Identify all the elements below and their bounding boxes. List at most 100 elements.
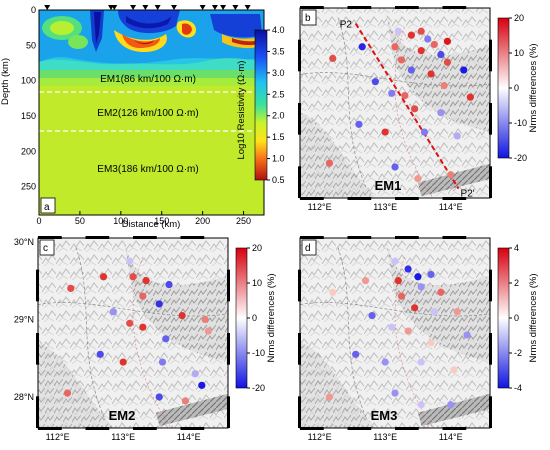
x-tick-label: 113°E (111, 432, 135, 442)
shaded-belt (417, 393, 490, 427)
frame-scale-bar (347, 427, 372, 430)
panel-letter: c (43, 243, 48, 254)
nrms-colorbar (497, 17, 510, 159)
frame-scale-bar (85, 236, 110, 239)
station-point (437, 50, 445, 59)
station-point (430, 40, 438, 49)
boundary-line (75, 247, 105, 419)
station-marker (220, 5, 227, 10)
station-point (165, 280, 173, 289)
colorbar-tick-label: 4 (514, 243, 519, 253)
station-marker (211, 5, 218, 10)
frame-scale-bar (298, 103, 301, 135)
panel-letter: d (305, 243, 311, 254)
boundary-line (337, 247, 367, 419)
frame-scale-bar (489, 269, 492, 302)
station-point (443, 37, 452, 45)
station-marker (171, 5, 177, 10)
frame-scale-bar (489, 396, 492, 428)
station-point (204, 327, 212, 335)
panel-letter-box (301, 239, 317, 256)
station-marker (130, 5, 137, 10)
station-point (394, 27, 402, 35)
frame-scale-bar (442, 427, 467, 430)
y-tick-label: 30°N (14, 237, 34, 247)
station-point (352, 350, 360, 358)
mountain-relief-southwest (300, 342, 376, 428)
station-point (178, 311, 186, 320)
station-point (427, 270, 435, 279)
frame-scale-bar (298, 269, 301, 302)
panel-model-label: EM1 (375, 178, 402, 193)
mountain-relief (385, 238, 490, 362)
frame-scale-bar (38, 427, 62, 430)
station-point (381, 128, 389, 136)
station-point (424, 35, 432, 43)
station-point (430, 308, 438, 316)
station-point (109, 308, 117, 316)
frame-scale-bar (395, 427, 419, 430)
frame-scale-bar (300, 236, 324, 239)
x-tick-label: 0 (36, 216, 41, 226)
profile-start-label: P2 (340, 20, 353, 31)
colorbar-tick-label: 1.5 (272, 132, 285, 142)
station-point (388, 89, 396, 97)
shaded-belt (155, 393, 228, 427)
station-marker (232, 5, 239, 10)
frame-scale-bar (347, 6, 372, 9)
station-point (158, 358, 167, 366)
station-point (142, 277, 150, 285)
station-point (427, 70, 435, 78)
frame-scale-bar (298, 333, 301, 365)
boundary-line (337, 17, 367, 189)
colorbar-title: Nrms differences (%) (528, 273, 539, 362)
station-point (453, 132, 461, 140)
mountain-relief-southwest (300, 112, 376, 198)
colorbar-title: Nrms differences (%) (528, 43, 539, 132)
nrms-colorbar (497, 247, 510, 389)
mountain-relief-southwest (38, 342, 114, 428)
station-point (391, 389, 399, 397)
station-point (453, 308, 461, 316)
station-point (325, 159, 334, 167)
frame-scale-bar (298, 166, 301, 198)
colorbar-tick-label: -20 (514, 153, 527, 163)
station-point (129, 273, 137, 281)
frame-scale-bar (300, 197, 324, 200)
station-point (394, 277, 402, 285)
station-point (358, 43, 366, 51)
station-point (155, 300, 163, 308)
station-point (397, 56, 406, 64)
nrms-map-em1-panel: P2 P2' b EM1 112°E 113°E 114°E 20 10 0 -10 -20 Nrms … (298, 6, 539, 212)
y-tick-label: 150 (21, 111, 36, 121)
colorbar-tick-label: -2 (514, 348, 522, 358)
x-tick-label: 112°E (308, 432, 332, 442)
frame-scale-bar (300, 427, 324, 430)
colorbar-tick-label: 3.0 (272, 68, 285, 78)
station-point (391, 257, 399, 265)
frame-scale-bar (180, 427, 205, 430)
station-point (391, 163, 399, 171)
nrms-map-em3-panel: d EM3 112°E 113°E 114°E 4 2 0 -2 -4 Nrms differenc… (298, 236, 539, 442)
station-point (371, 78, 379, 86)
frame-scale-bar (489, 39, 492, 72)
station-point (198, 381, 206, 389)
layer-label-em3: EM3(186 km/100 Ω·m) (97, 164, 198, 175)
station-point (67, 284, 75, 293)
station-point (447, 401, 455, 409)
frame-scale-bar (36, 269, 39, 302)
colorbar-tick-label: 1.0 (272, 154, 285, 164)
frame-scale-bar (347, 197, 372, 200)
station-point (437, 109, 445, 117)
colorbar-tick-label: 2 (514, 278, 519, 288)
panel-model-label: EM3 (371, 408, 398, 423)
station-point (427, 339, 435, 347)
colorbar-tick-label: 10 (514, 48, 524, 58)
station-point (329, 288, 337, 296)
boundary-line (299, 302, 491, 317)
boundary-line (299, 72, 491, 87)
y-tick-label: 100 (21, 76, 36, 86)
station-point (450, 366, 458, 374)
station-point (325, 393, 334, 401)
